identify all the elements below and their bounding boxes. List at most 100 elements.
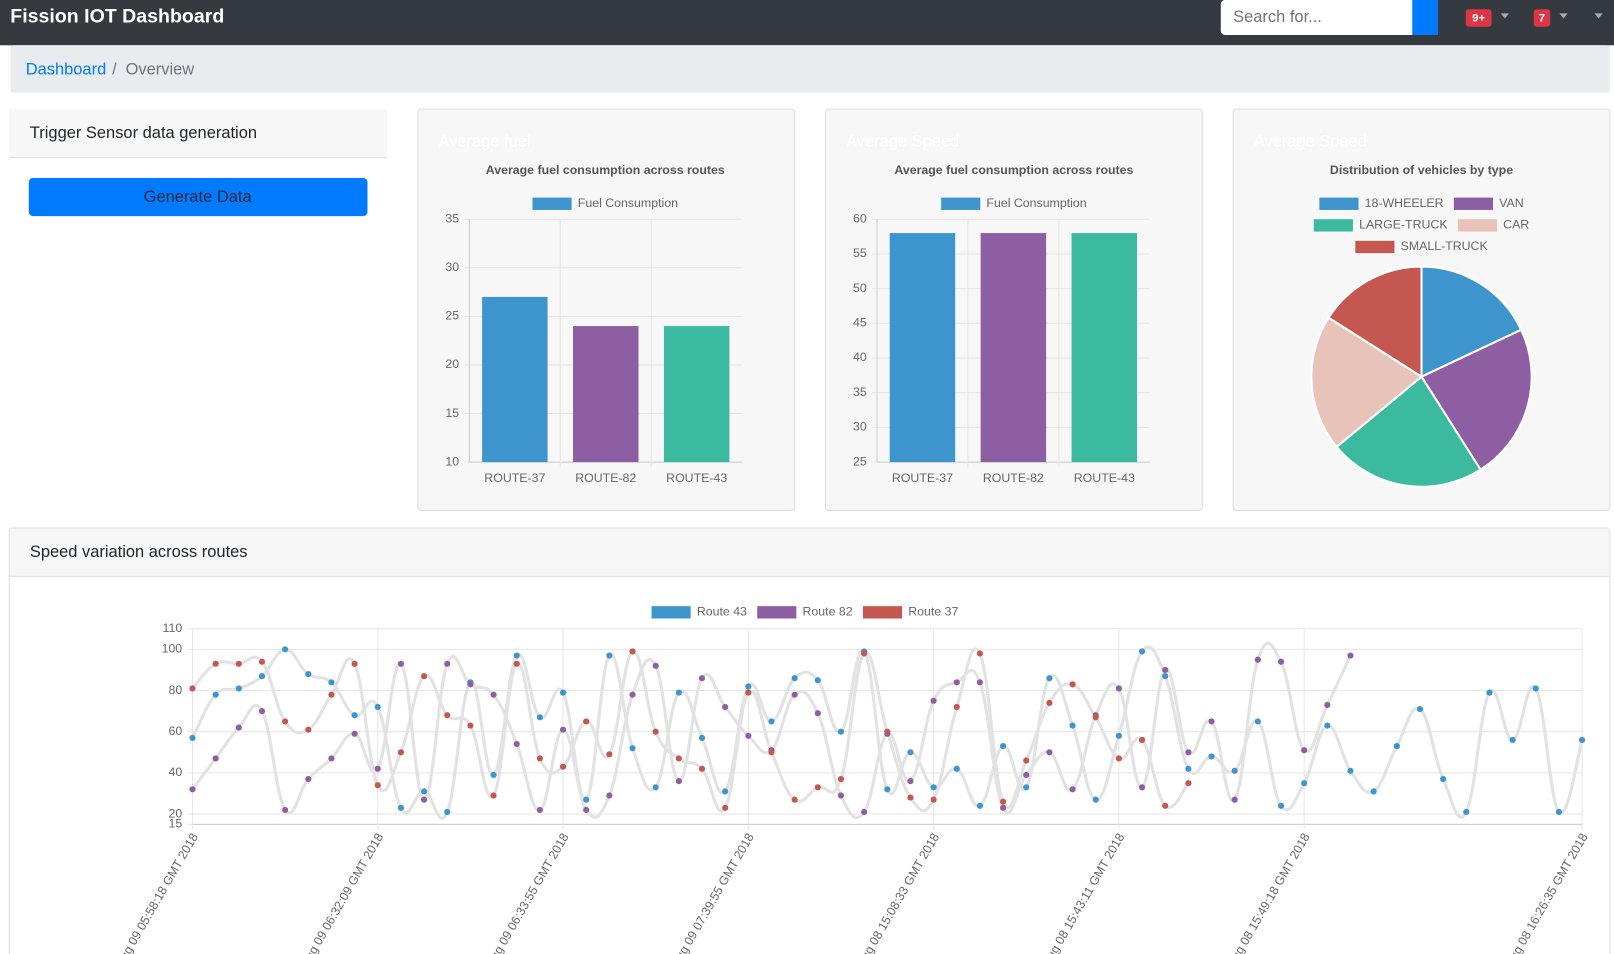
data-point bbox=[861, 650, 868, 657]
data-point bbox=[907, 778, 914, 785]
data-point bbox=[745, 683, 752, 690]
data-point bbox=[467, 722, 474, 729]
y-tick-label: 35 bbox=[445, 211, 459, 225]
data-point bbox=[698, 765, 706, 772]
data-point bbox=[583, 718, 590, 725]
data-point bbox=[745, 732, 752, 739]
y-tick-label: 25 bbox=[445, 309, 459, 323]
y-tick-label: 40 bbox=[853, 350, 867, 364]
data-point bbox=[930, 796, 937, 803]
y-tick-label: 10 bbox=[445, 454, 459, 468]
data-point bbox=[1231, 796, 1238, 803]
caret bbox=[1500, 13, 1510, 19]
caret bbox=[1594, 13, 1603, 19]
data-point bbox=[1301, 780, 1308, 787]
data-point bbox=[953, 765, 960, 772]
alerts-badge[interactable] bbox=[1465, 9, 1492, 27]
messages-badge[interactable] bbox=[1533, 9, 1551, 27]
data-point bbox=[1000, 743, 1007, 750]
series-line bbox=[191, 647, 1190, 813]
card-title: Average fuel bbox=[438, 132, 530, 150]
data-point bbox=[374, 765, 381, 772]
data-point bbox=[814, 710, 821, 717]
data-point bbox=[861, 808, 868, 816]
data-point bbox=[258, 708, 266, 715]
search-placeholder: Search for... bbox=[1233, 8, 1322, 26]
y-tick-label: 100 bbox=[162, 642, 183, 656]
y-tick-label: 60 bbox=[168, 724, 182, 738]
data-point bbox=[420, 796, 428, 803]
data-point bbox=[814, 784, 821, 791]
pie-slice bbox=[1335, 375, 1482, 488]
data-point bbox=[235, 685, 242, 692]
data-point bbox=[791, 675, 798, 682]
data-point bbox=[467, 681, 474, 688]
data-point bbox=[444, 808, 451, 816]
legend-label: LARGE-TRUCK bbox=[1359, 218, 1448, 232]
legend-swatch bbox=[1457, 219, 1497, 232]
data-point bbox=[1440, 775, 1447, 783]
data-point bbox=[1023, 771, 1030, 779]
legend-label: VAN bbox=[1499, 196, 1523, 210]
data-point bbox=[1162, 673, 1169, 680]
data-point bbox=[583, 806, 590, 814]
data-point bbox=[351, 660, 358, 667]
data-point bbox=[837, 792, 845, 799]
data-point bbox=[258, 658, 266, 665]
data-point bbox=[1185, 749, 1192, 756]
data-point bbox=[282, 718, 289, 725]
legend-swatch bbox=[1313, 219, 1353, 232]
legend-label: Route 82 bbox=[803, 605, 853, 619]
data-point bbox=[976, 679, 984, 686]
data-point bbox=[884, 728, 891, 735]
data-point bbox=[1277, 658, 1285, 665]
legend-swatch bbox=[941, 197, 981, 210]
card-title: Speed variation across routes bbox=[30, 543, 248, 561]
data-point bbox=[351, 730, 358, 737]
x-tick-label: ROUTE-82 bbox=[575, 471, 636, 485]
data-point bbox=[490, 771, 497, 779]
data-point bbox=[791, 691, 798, 698]
data-point bbox=[513, 652, 520, 659]
pie-slice bbox=[1420, 265, 1523, 379]
data-point bbox=[722, 804, 729, 811]
data-point bbox=[559, 726, 567, 733]
brand[interactable]: Fission IOT Dashboard bbox=[10, 6, 224, 28]
legend-label: Route 43 bbox=[697, 605, 747, 619]
breadcrumb-separator: / bbox=[112, 60, 117, 78]
data-point bbox=[722, 788, 729, 795]
data-point bbox=[374, 703, 381, 711]
data-point bbox=[513, 740, 520, 748]
chart-title: Average fuel consumption across routes bbox=[486, 163, 725, 177]
data-point bbox=[1301, 747, 1308, 754]
data-point bbox=[1416, 705, 1424, 713]
legend-swatch bbox=[862, 606, 903, 619]
data-point bbox=[1069, 681, 1076, 688]
x-tick-label: ROUTE-43 bbox=[666, 471, 727, 485]
bar bbox=[663, 326, 730, 463]
data-point bbox=[953, 679, 960, 686]
data-point bbox=[1115, 755, 1122, 762]
search-button[interactable] bbox=[1412, 0, 1438, 35]
data-point bbox=[1324, 701, 1331, 709]
data-point bbox=[1115, 732, 1122, 739]
card-title: Average Speed bbox=[1254, 132, 1367, 150]
data-point bbox=[305, 670, 312, 678]
data-point bbox=[258, 673, 266, 680]
x-tick-label: ROUTE-37 bbox=[484, 471, 545, 485]
search-input[interactable] bbox=[1220, 0, 1417, 35]
legend-swatch bbox=[532, 197, 572, 210]
breadcrumb-link[interactable]: Dashboard bbox=[26, 60, 107, 78]
y-tick-label: 30 bbox=[445, 260, 459, 274]
card bbox=[8, 527, 1611, 954]
pie-slice bbox=[1310, 316, 1424, 449]
data-point bbox=[1023, 757, 1030, 764]
data-point bbox=[791, 796, 798, 803]
generate-button[interactable] bbox=[28, 178, 368, 217]
data-point bbox=[397, 749, 405, 756]
chart-title: Average fuel consumption across routes bbox=[894, 163, 1133, 177]
data-point bbox=[930, 697, 937, 704]
data-point bbox=[1000, 798, 1007, 805]
